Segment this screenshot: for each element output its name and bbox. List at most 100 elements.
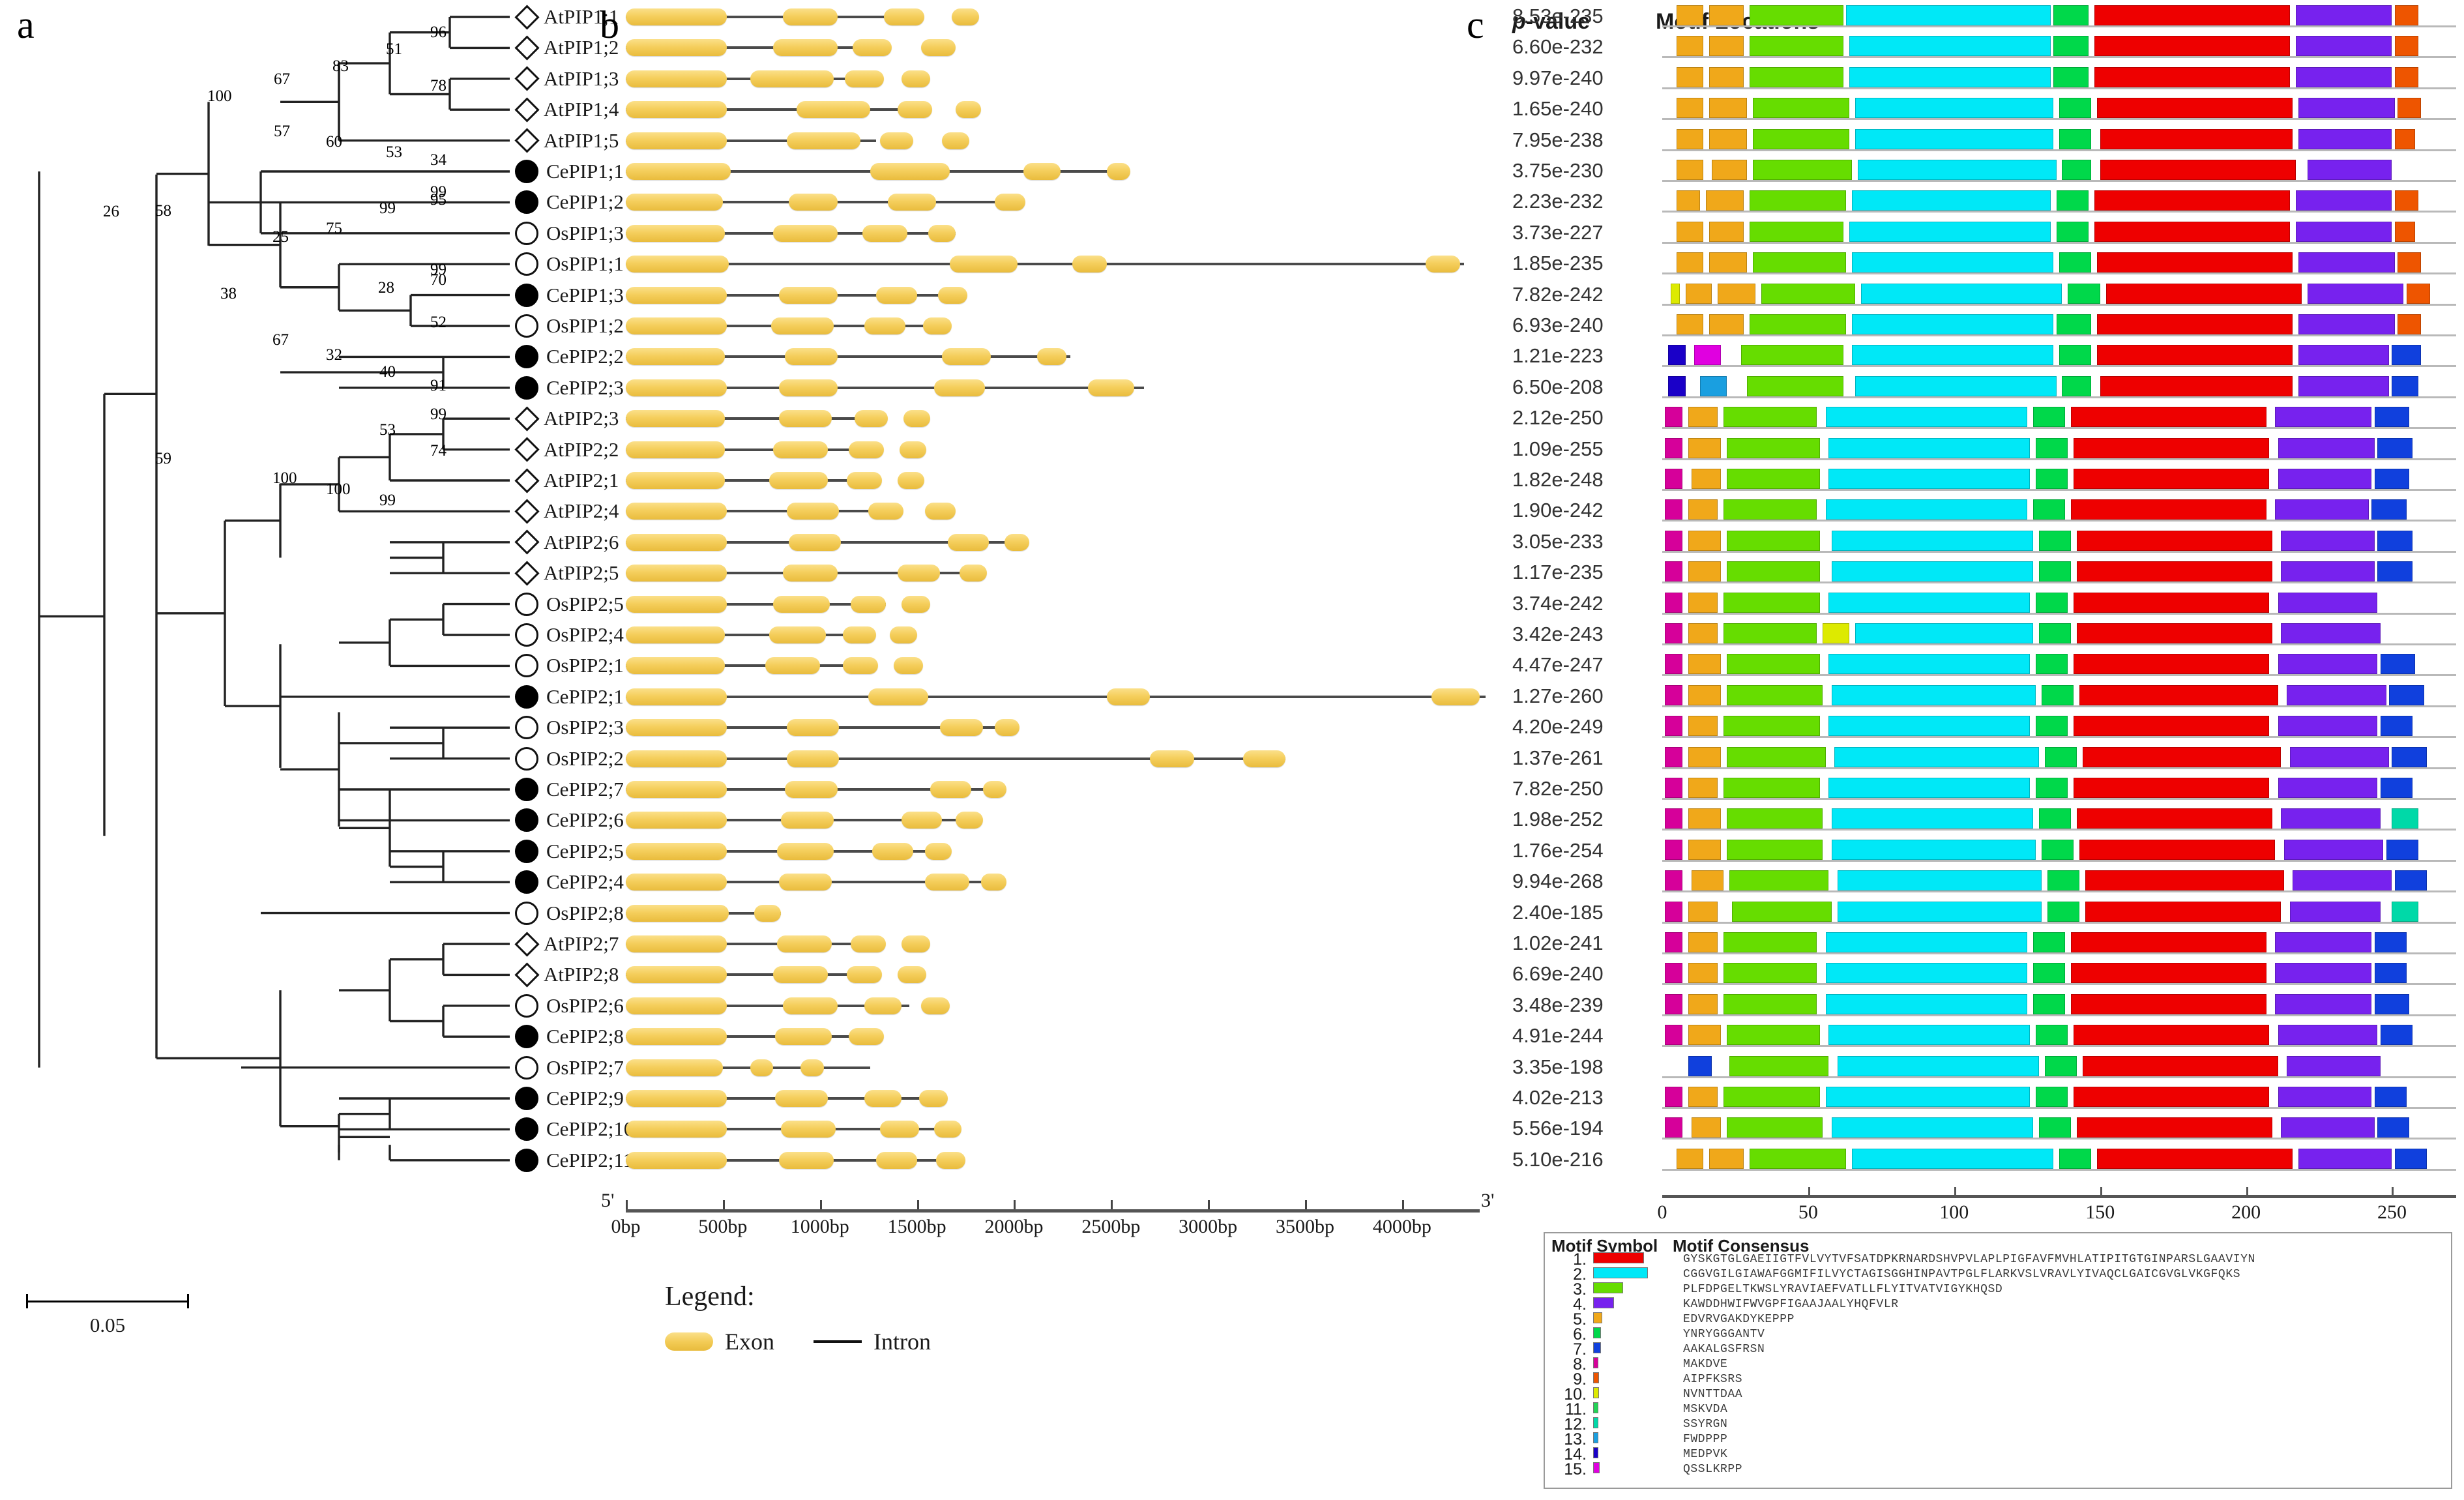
- motif-segment-4: [2278, 1087, 2372, 1107]
- motif-segment-1: [2085, 901, 2281, 922]
- motif-consensus-sequence: KAWDDHWIFWVGPFIGAAJAALYHQFVLR: [1683, 1298, 1899, 1311]
- motif-segment-3: [1752, 252, 1847, 273]
- motif-segment-6: [2068, 283, 2100, 304]
- bootstrap-value: 53: [386, 143, 402, 161]
- exon-block: [626, 132, 727, 149]
- open-circle-icon: [515, 314, 538, 338]
- gene-model-row: [626, 868, 1506, 896]
- motif-segment-4: [2298, 98, 2395, 119]
- motif-segment-6: [2059, 345, 2092, 366]
- motif-number: 14.: [1564, 1445, 1587, 1463]
- motif-segment-5: [1688, 932, 1718, 952]
- tree-tip-label: CePIP2;9: [546, 1087, 624, 1110]
- motif-baseline: [1662, 550, 2456, 553]
- motif-location-row: [1662, 1055, 2456, 1078]
- motif-segment-4: [2295, 221, 2392, 242]
- bootstrap-value: 38: [220, 285, 237, 302]
- tree-tip-label: AtPIP2;6: [544, 530, 619, 553]
- motif-segment-5: [1691, 1117, 1721, 1138]
- motif-baseline: [1662, 520, 2456, 522]
- motif-segment-3: [1729, 1055, 1829, 1076]
- motif-baseline: [1662, 180, 2456, 182]
- motif-legend-row: 9. AIPFKSRS: [1551, 1370, 2447, 1389]
- tree-tip: AtPIP2;7: [514, 930, 619, 958]
- motif-segment-8: [1665, 437, 1683, 458]
- motif-segment-4: [2298, 128, 2392, 149]
- motif-number: 2.: [1573, 1265, 1587, 1284]
- motif-segment-2: [1831, 808, 2033, 829]
- gene-model-row: [626, 992, 1506, 1020]
- motif-baseline: [1662, 1014, 2456, 1016]
- exon-block: [849, 1028, 884, 1046]
- motif-baseline: [1662, 767, 2456, 769]
- bootstrap-value: 26: [103, 203, 119, 220]
- axis-tick: [1111, 1200, 1113, 1209]
- motif-segment-3: [1726, 530, 1820, 551]
- exon-block: [769, 626, 826, 643]
- intron-line: [626, 1097, 921, 1100]
- exon-block: [626, 39, 727, 57]
- exon-block: [872, 842, 913, 860]
- tree-tip-label: OsPIP1;2: [546, 314, 624, 337]
- exon-block: [626, 194, 723, 211]
- exon-block: [849, 441, 884, 458]
- motif-baseline: [1662, 983, 2456, 986]
- motif-segment-14: [1667, 345, 1686, 366]
- motif-consensus-sequence: AIPFKSRS: [1683, 1373, 1743, 1386]
- motif-segment-4: [2295, 66, 2392, 87]
- exon-block: [1425, 256, 1461, 273]
- motif-location-row: [1662, 437, 2456, 460]
- tree-tip-label: AtPIP2;7: [544, 932, 619, 955]
- motif-axis-tick: [1954, 1187, 1956, 1195]
- motif-color-swatch: [1593, 1297, 1614, 1308]
- tree-tip: CePIP2;2: [515, 342, 624, 371]
- motif-segment-8: [1665, 561, 1683, 582]
- motif-location-row: [1662, 653, 2456, 677]
- exon-block: [924, 874, 969, 891]
- exon-block: [936, 1151, 966, 1169]
- motif-segment-7: [2380, 716, 2413, 737]
- motif-symbol-cell: [1593, 1342, 1677, 1357]
- exon-block: [773, 441, 828, 458]
- intron-line: [626, 1066, 871, 1069]
- exon-block: [930, 781, 971, 798]
- tree-tip-label: OsPIP2;7: [546, 1055, 624, 1079]
- tree-tip: CePIP2;3: [515, 374, 624, 402]
- motif-segment-1: [2074, 778, 2270, 798]
- tree-tip-label: CePIP2;5: [546, 839, 624, 862]
- motif-segment-1: [2105, 283, 2302, 304]
- motif-segment-2: [1831, 530, 2033, 551]
- motif-segment-1: [2074, 654, 2270, 675]
- motif-segment-7: [2380, 654, 2416, 675]
- exon-block: [889, 626, 917, 643]
- tree-tip-label: AtPIP2;2: [544, 437, 619, 461]
- tree-scale-bar: 0.05: [26, 1294, 189, 1337]
- tree-tip: CePIP2;5: [515, 837, 624, 866]
- motif-consensus-sequence: NVNTTDAA: [1683, 1388, 1743, 1401]
- exon-block: [901, 935, 931, 952]
- motif-p-value: 1.27e-260: [1512, 684, 1604, 707]
- motif-baseline: [1662, 1076, 2456, 1078]
- tree-tip: AtPIP2;1: [514, 466, 619, 495]
- panel-b-label: b: [600, 3, 619, 46]
- motif-location-row: [1662, 96, 2456, 121]
- motif-segment-8: [1665, 932, 1683, 952]
- motif-number: 9.: [1573, 1370, 1587, 1389]
- tree-tip-label: AtPIP1;2: [544, 36, 619, 59]
- motif-location-row: [1662, 622, 2456, 645]
- motif-p-value: 1.02e-241: [1512, 932, 1604, 954]
- motif-segment-7: [2374, 1087, 2407, 1107]
- motif-number: 8.: [1573, 1355, 1587, 1374]
- motif-segment-5: [1688, 808, 1721, 829]
- motif-p-value: 1.85e-235: [1512, 252, 1604, 275]
- motif-segment-4: [2307, 283, 2404, 304]
- motif-segment-1: [2097, 1148, 2293, 1169]
- motif-segment-6: [2053, 5, 2089, 25]
- exon-block: [626, 626, 725, 643]
- motif-segment-6: [2036, 778, 2068, 798]
- gene-model-row: [626, 590, 1506, 619]
- bootstrap-value: 51: [386, 40, 402, 58]
- motif-segment-2: [1849, 66, 2051, 87]
- tree-tip-label: CePIP2;8: [546, 1025, 624, 1048]
- motif-baseline: [1662, 952, 2456, 954]
